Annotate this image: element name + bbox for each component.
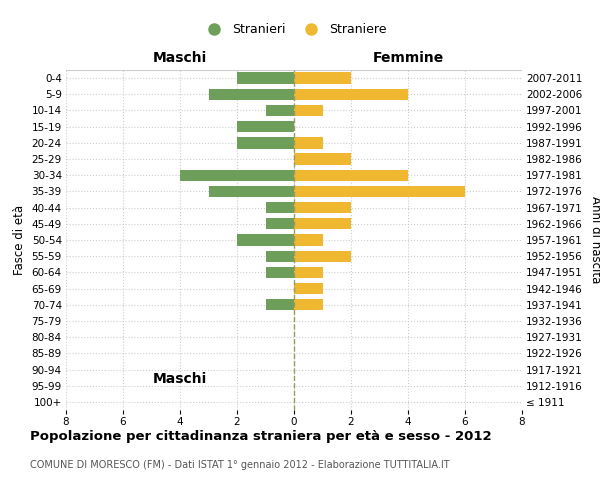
Bar [180,170,294,181]
Bar [294,137,323,148]
Bar [294,88,408,100]
Bar [265,250,294,262]
Bar [294,218,351,230]
Bar [294,170,408,181]
Y-axis label: Fasce di età: Fasce di età [13,205,26,275]
Bar [265,202,294,213]
Text: Maschi: Maschi [153,372,207,386]
Bar [265,218,294,230]
Bar [209,88,294,100]
Bar [294,154,351,164]
Bar [265,105,294,116]
Bar [237,137,294,148]
Legend: Stranieri, Straniere: Stranieri, Straniere [196,18,392,42]
Bar [294,72,351,84]
Y-axis label: Anni di nascita: Anni di nascita [589,196,600,284]
Bar [209,186,294,197]
Bar [294,234,323,246]
Bar [265,266,294,278]
Bar [294,266,323,278]
Bar [294,283,323,294]
Bar [237,121,294,132]
Bar [237,72,294,84]
Text: Femmine: Femmine [373,51,443,65]
Bar [265,299,294,310]
Text: Maschi: Maschi [153,51,207,65]
Bar [294,186,465,197]
Bar [294,299,323,310]
Text: COMUNE DI MORESCO (FM) - Dati ISTAT 1° gennaio 2012 - Elaborazione TUTTITALIA.IT: COMUNE DI MORESCO (FM) - Dati ISTAT 1° g… [30,460,449,470]
Bar [294,105,323,116]
Text: Popolazione per cittadinanza straniera per età e sesso - 2012: Popolazione per cittadinanza straniera p… [30,430,491,443]
Bar [294,250,351,262]
Bar [294,202,351,213]
Bar [237,234,294,246]
